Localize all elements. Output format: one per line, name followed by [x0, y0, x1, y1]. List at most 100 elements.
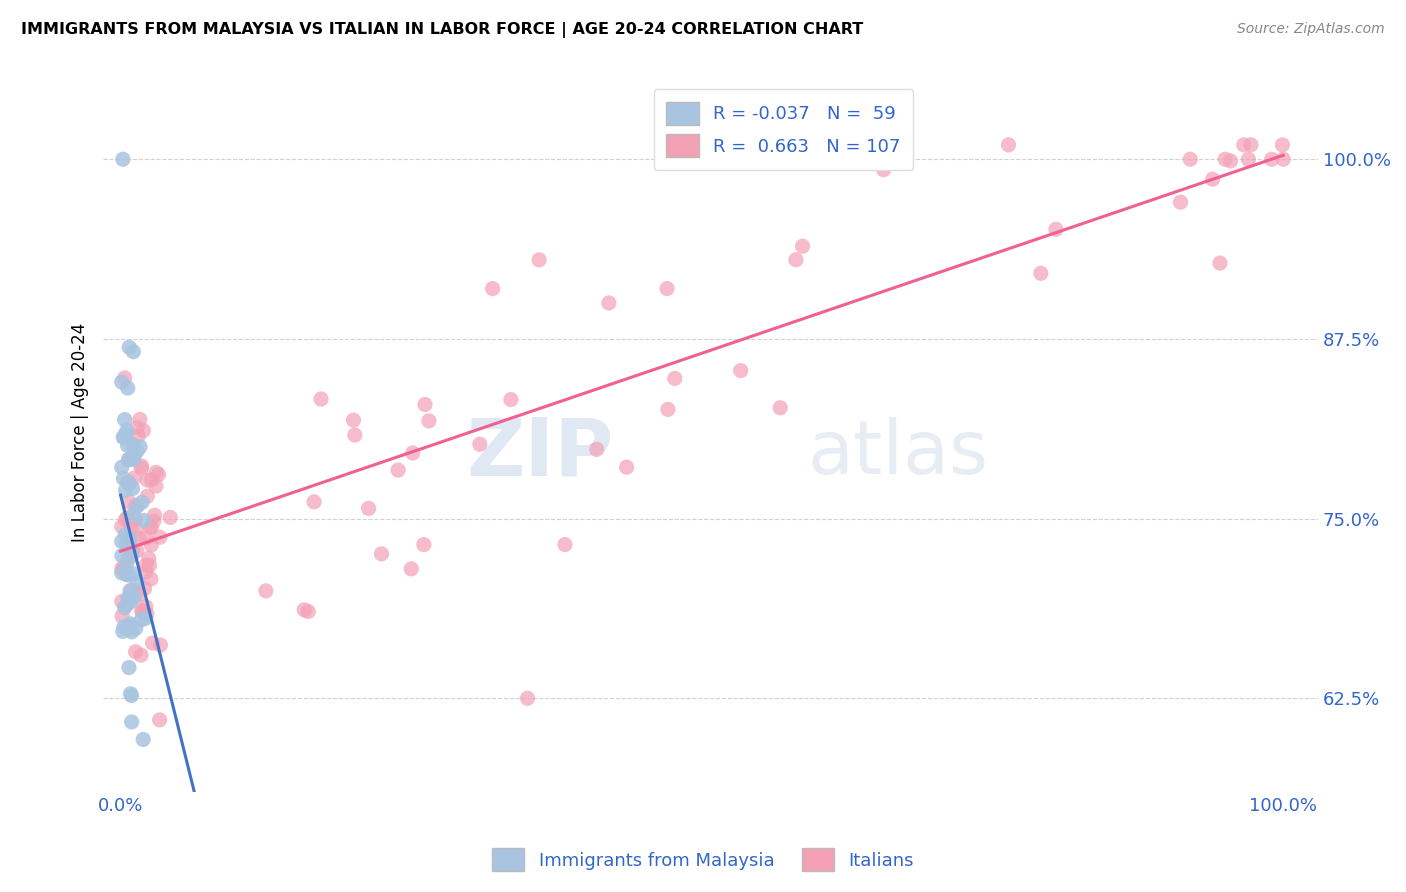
- Point: [135, 531, 157, 545]
- Point: [117, 619, 139, 633]
- Point: [118, 453, 141, 467]
- Point: [111, 549, 134, 563]
- Point: [297, 605, 319, 619]
- Point: [131, 605, 153, 619]
- Point: [997, 137, 1019, 152]
- Legend: R = -0.037   N =  59, R =  0.663   N = 107: R = -0.037 N = 59, R = 0.663 N = 107: [654, 89, 914, 169]
- Point: [131, 495, 153, 509]
- Point: [115, 536, 138, 550]
- Point: [114, 513, 136, 527]
- Point: [120, 687, 142, 701]
- Point: [131, 604, 153, 618]
- Point: [136, 473, 159, 487]
- Point: [117, 381, 139, 395]
- Point: [115, 598, 138, 612]
- Point: [111, 153, 134, 167]
- Point: [114, 600, 136, 615]
- Point: [125, 543, 148, 558]
- Point: [387, 463, 409, 477]
- Point: [118, 340, 141, 354]
- Point: [1271, 137, 1294, 152]
- Point: [141, 538, 163, 552]
- Point: [111, 534, 134, 549]
- Point: [769, 401, 792, 415]
- Point: [114, 527, 136, 541]
- Point: [111, 594, 134, 608]
- Point: [143, 508, 166, 523]
- Point: [135, 565, 157, 579]
- Point: [111, 562, 134, 576]
- Point: [132, 513, 155, 527]
- Point: [118, 532, 141, 546]
- Point: [111, 519, 134, 533]
- Point: [121, 714, 143, 729]
- Point: [118, 584, 141, 599]
- Point: [309, 392, 332, 406]
- Point: [598, 296, 620, 310]
- Point: [114, 426, 136, 441]
- Point: [418, 414, 440, 428]
- Point: [117, 568, 139, 582]
- Point: [112, 430, 135, 444]
- Point: [413, 398, 436, 412]
- Point: [121, 437, 143, 451]
- Point: [1209, 256, 1232, 270]
- Point: [135, 558, 157, 573]
- Point: [112, 620, 135, 634]
- Point: [112, 561, 135, 575]
- Point: [122, 566, 145, 581]
- Point: [1260, 153, 1282, 167]
- Point: [122, 452, 145, 467]
- Point: [402, 446, 425, 460]
- Point: [616, 460, 638, 475]
- Point: [139, 521, 162, 535]
- Point: [412, 538, 434, 552]
- Point: [121, 482, 143, 496]
- Point: [111, 375, 134, 389]
- Point: [792, 239, 814, 253]
- Point: [112, 471, 135, 485]
- Point: [468, 437, 491, 451]
- Point: [499, 392, 522, 407]
- Point: [117, 510, 139, 524]
- Point: [121, 549, 143, 563]
- Point: [111, 609, 134, 624]
- Point: [115, 622, 138, 636]
- Point: [730, 363, 752, 377]
- Point: [120, 616, 142, 631]
- Point: [149, 638, 172, 652]
- Point: [122, 471, 145, 485]
- Point: [125, 499, 148, 513]
- Point: [1233, 137, 1256, 152]
- Point: [657, 402, 679, 417]
- Point: [302, 495, 325, 509]
- Point: [138, 551, 160, 566]
- Point: [128, 588, 150, 602]
- Point: [1237, 153, 1260, 167]
- Point: [121, 542, 143, 557]
- Point: [399, 562, 422, 576]
- Point: [139, 572, 162, 586]
- Point: [121, 582, 143, 597]
- Point: [136, 489, 159, 503]
- Point: [124, 645, 146, 659]
- Text: Source: ZipAtlas.com: Source: ZipAtlas.com: [1237, 22, 1385, 37]
- Point: [145, 466, 167, 480]
- Point: [111, 566, 134, 580]
- Point: [1201, 172, 1223, 186]
- Point: [149, 713, 172, 727]
- Point: [141, 520, 163, 534]
- Point: [118, 660, 141, 674]
- Point: [111, 624, 134, 639]
- Point: [122, 448, 145, 462]
- Point: [127, 429, 149, 443]
- Point: [127, 421, 149, 435]
- Point: [125, 521, 148, 535]
- Point: [655, 282, 678, 296]
- Legend: Immigrants from Malaysia, Italians: Immigrants from Malaysia, Italians: [485, 841, 921, 879]
- Text: atlas: atlas: [808, 417, 988, 491]
- Point: [1272, 153, 1295, 167]
- Point: [141, 473, 163, 487]
- Point: [135, 607, 157, 621]
- Point: [125, 622, 148, 636]
